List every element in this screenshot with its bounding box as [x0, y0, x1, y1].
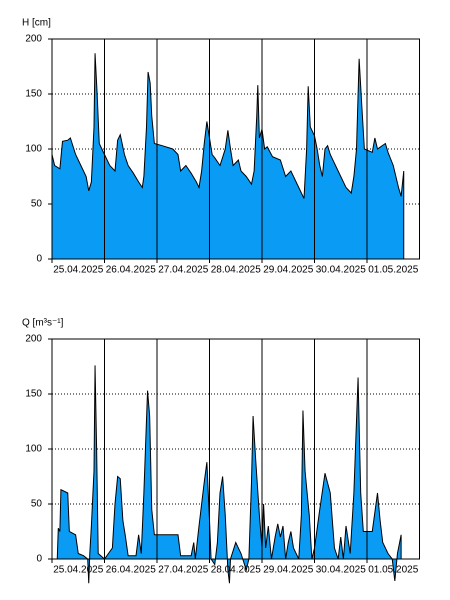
x-tick-label: 29.04.2025	[263, 265, 313, 276]
y-tick-label: 0	[36, 554, 42, 565]
y-tick-label: 150	[25, 389, 42, 400]
y-tick-label: 0	[36, 254, 42, 265]
y-tick-label: 200	[25, 334, 42, 345]
y-tick-label: 50	[31, 499, 43, 510]
plot-frame	[51, 38, 420, 260]
x-tick-label: 28.04.2025	[211, 565, 261, 576]
x-tick-label: 28.04.2025	[211, 265, 261, 276]
x-tick-label: 26.04.2025	[106, 565, 156, 576]
x-tick-label: 25.04.2025	[53, 265, 103, 276]
plot-frame	[51, 338, 420, 560]
x-tick-label: 26.04.2025	[106, 265, 156, 276]
x-tick-label: 27.04.2025	[158, 565, 208, 576]
x-tick-label: 29.04.2025	[263, 565, 313, 576]
axis-label: Q [m³s⁻¹]	[22, 318, 64, 329]
x-tick-label: 25.04.2025	[53, 565, 103, 576]
y-tick-label: 150	[25, 89, 42, 100]
x-tick-label: 30.04.2025	[316, 265, 366, 276]
x-tick-label: 27.04.2025	[158, 265, 208, 276]
area	[51, 53, 405, 260]
y-tick-label: 200	[25, 34, 42, 45]
x-tick-label: 01.05.2025	[368, 265, 418, 276]
axis-label: H [cm]	[22, 18, 51, 29]
x-tick-label: 30.04.2025	[316, 565, 366, 576]
y-tick-label: 100	[25, 444, 42, 455]
y-tick-label: 50	[31, 199, 43, 210]
y-tick-label: 100	[25, 144, 42, 155]
x-tick-label: 01.05.2025	[368, 565, 418, 576]
